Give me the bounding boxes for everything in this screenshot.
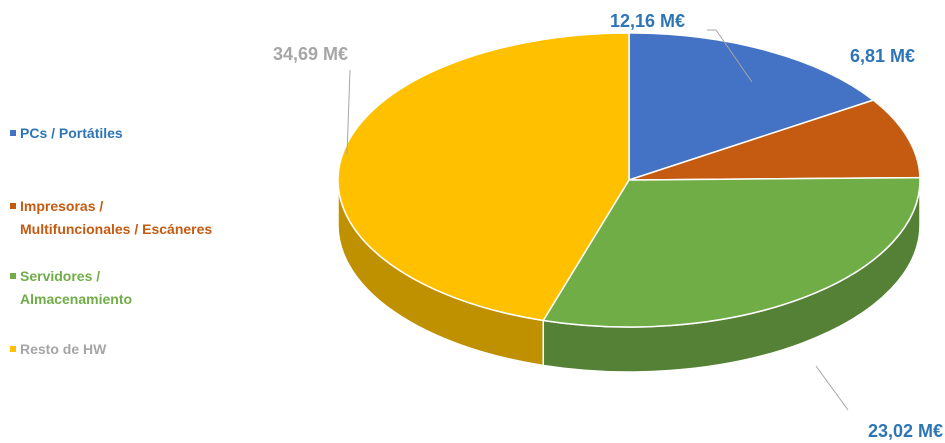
legend-entry: Resto de HW — [10, 338, 107, 361]
data-label: 6,81 M€ — [850, 46, 915, 66]
legend-entry: PCs / Portátiles — [10, 122, 123, 145]
data-label: 12,16 M€ — [610, 11, 685, 31]
data-label: 34,69 M€ — [273, 44, 348, 64]
legend-swatch — [10, 273, 16, 279]
legend-swatch — [10, 346, 16, 352]
pie-slice — [628, 32, 875, 182]
leader-line — [346, 69, 351, 156]
legend-label: PCs / Portátiles — [20, 125, 123, 141]
legend-label: Servidores / Almacenamiento — [20, 268, 133, 307]
pie-slice — [542, 176, 921, 328]
legend-swatch — [10, 203, 16, 209]
data-label: 23,02 M€ — [868, 421, 943, 441]
legend-label: Impresoras / Multifuncionales / Escánere… — [20, 198, 213, 237]
pie-slice — [628, 99, 921, 181]
pie-slice — [337, 32, 630, 322]
leader-line — [815, 365, 849, 411]
legend-entry: Impresoras / Multifuncionales / Escánere… — [10, 195, 213, 241]
legend-swatch — [10, 130, 16, 136]
legend-label: Resto de HW — [20, 341, 107, 357]
legend-entry: Servidores / Almacenamiento — [10, 265, 133, 311]
leader-line — [707, 29, 753, 83]
